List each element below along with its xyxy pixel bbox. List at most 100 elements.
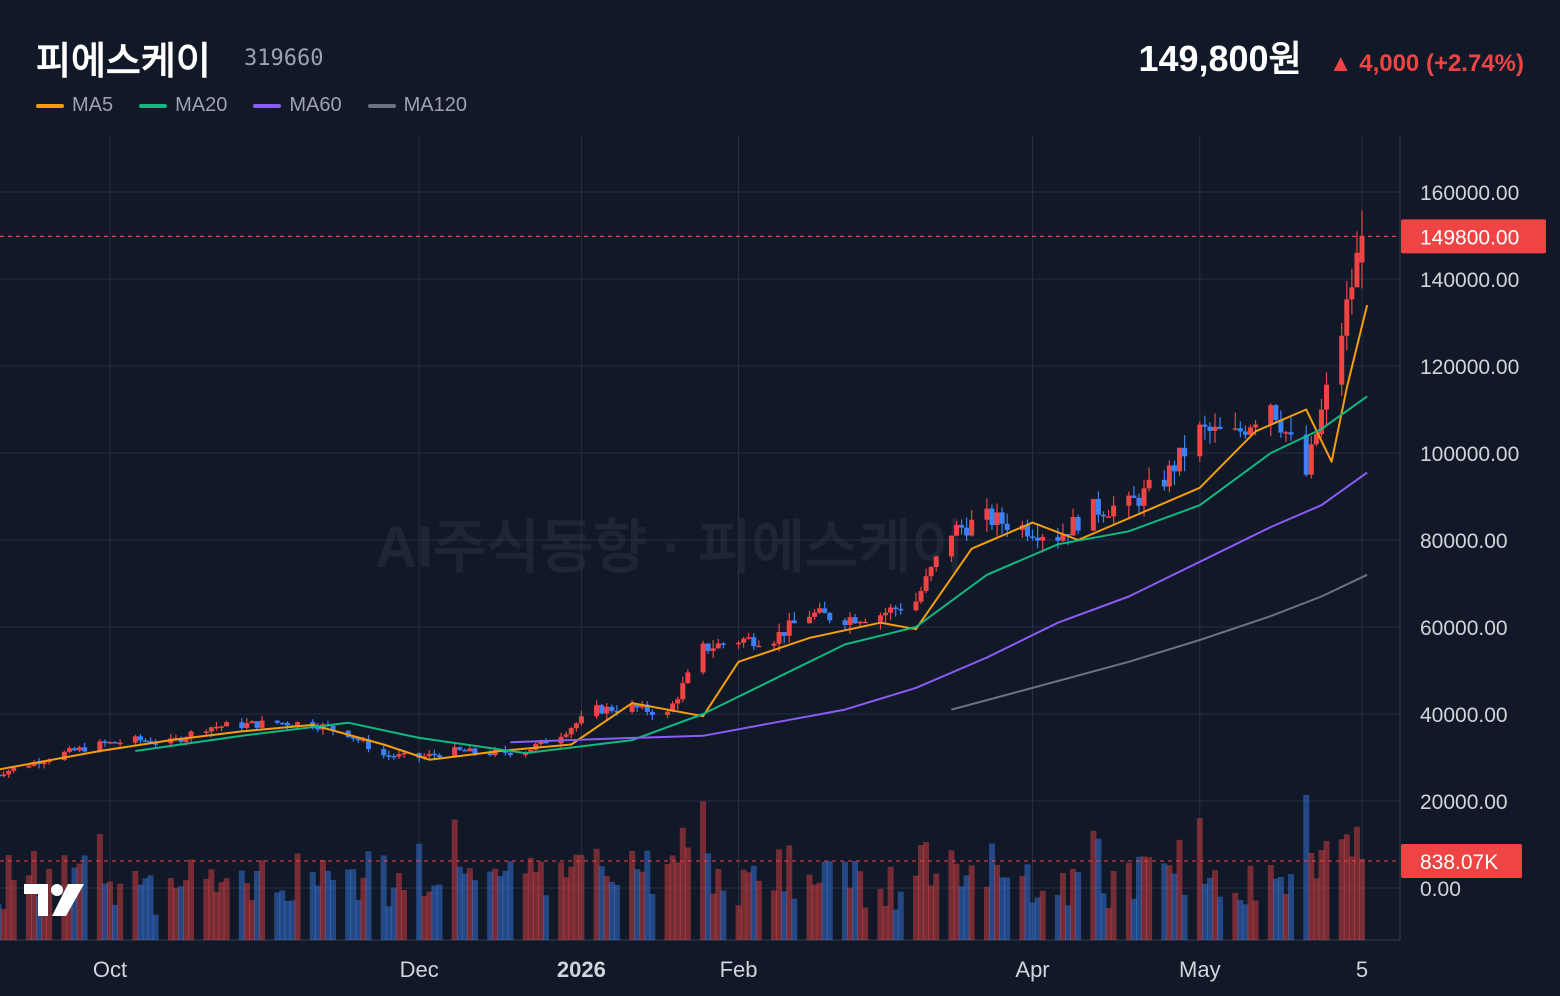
volume-bar	[147, 875, 154, 940]
candle-body	[604, 706, 610, 714]
volume-bar	[289, 900, 296, 940]
volume-bar	[0, 909, 7, 940]
candle-body	[1283, 432, 1289, 434]
candle-body	[918, 591, 924, 602]
candle-body	[923, 576, 929, 592]
y-tick-label: 100000.00	[1420, 443, 1519, 466]
candle-body	[1202, 424, 1208, 427]
candle-body	[26, 765, 32, 768]
volume-bar	[471, 880, 478, 940]
volume-bar	[365, 851, 372, 940]
candle-body	[0, 774, 1, 777]
candle-body	[1212, 426, 1218, 431]
volume-bar	[1272, 878, 1279, 940]
candle-body	[183, 738, 189, 742]
candle-body	[639, 704, 645, 708]
candle-body	[77, 747, 83, 751]
volume-bar	[563, 877, 570, 940]
volume-bar	[999, 877, 1006, 940]
volume-bar	[76, 863, 83, 940]
volume-bar	[5, 855, 12, 940]
legend-item-ma20[interactable]: MA20	[139, 94, 227, 117]
candle-body	[573, 723, 579, 729]
volume-bar	[1004, 877, 1011, 940]
legend-item-ma5[interactable]: MA5	[36, 94, 113, 117]
volume-badge	[1401, 844, 1522, 878]
current-price-badge	[1401, 219, 1546, 254]
volume-bar	[1343, 834, 1350, 940]
volume-bar	[816, 882, 823, 940]
volume-bar	[700, 801, 707, 940]
candle-body	[1141, 488, 1147, 506]
candle-body	[153, 743, 159, 745]
volume-bar	[66, 886, 73, 940]
candle-body	[467, 748, 473, 752]
volume-bar	[294, 853, 301, 940]
volume-bar	[137, 884, 144, 940]
volume-bar	[507, 861, 514, 940]
volume-bar	[968, 865, 975, 940]
volume-bar	[30, 850, 37, 940]
volume-bar	[81, 855, 88, 940]
candle-body	[1324, 384, 1330, 410]
candle-body	[102, 741, 108, 743]
candle-body	[188, 731, 194, 739]
candle-body	[254, 721, 260, 728]
candle-body	[1111, 505, 1117, 517]
y-tick-label: 0.00	[1420, 878, 1461, 901]
volume-bar	[918, 845, 925, 940]
volume-bar	[613, 884, 620, 940]
volume-bar	[1201, 883, 1208, 940]
volume-bar	[684, 847, 691, 940]
volume-bar	[634, 869, 641, 940]
candle-body	[1242, 431, 1248, 435]
y-tick-label: 160000.00	[1420, 182, 1519, 205]
candle-body	[457, 747, 463, 750]
candle-body	[670, 703, 676, 712]
chart-header: 피에스케이 319660 149,800원 ▲ 4,000 (+2.74%)	[36, 28, 1524, 88]
volume-bar	[568, 866, 575, 940]
candle-body	[680, 683, 686, 700]
candle-body	[594, 705, 600, 717]
volume-bar	[1217, 896, 1224, 940]
volume-bar	[522, 873, 529, 940]
y-tick-label: 40000.00	[1420, 704, 1508, 727]
candle-body	[401, 752, 407, 755]
volume-bar	[96, 834, 103, 940]
volume-bar	[573, 854, 580, 940]
volume-bar	[208, 869, 215, 940]
candle-body	[710, 648, 716, 651]
volume-bar	[933, 873, 940, 940]
volume-bar	[1181, 894, 1188, 940]
candle-body	[1090, 498, 1096, 531]
volume-bar	[1308, 852, 1315, 940]
volume-bar	[983, 886, 990, 940]
legend-item-ma60[interactable]: MA60	[253, 94, 342, 117]
volume-bar	[1024, 864, 1031, 940]
legend-item-ma120[interactable]: MA120	[367, 94, 467, 117]
legend-label: MA120	[403, 94, 467, 116]
volume-bar	[152, 914, 159, 940]
candle-body	[1247, 427, 1253, 435]
volume-bar	[0, 904, 2, 940]
stock-name: 피에스케이	[36, 39, 211, 83]
volume-bar	[1267, 864, 1274, 940]
volume-bar	[629, 850, 636, 940]
volume-bar	[1303, 795, 1310, 940]
candle-body	[563, 734, 569, 737]
volume-bar	[887, 866, 894, 940]
legend-swatch	[367, 103, 396, 108]
volume-bar	[928, 885, 935, 940]
volume-bar	[608, 881, 615, 940]
candle-body	[360, 739, 366, 742]
candle-body	[1004, 523, 1010, 530]
volume-bar	[649, 893, 656, 940]
volume-bar	[1029, 902, 1036, 940]
candle-body	[315, 727, 321, 730]
candle-body	[609, 706, 615, 711]
candle-body	[791, 620, 797, 624]
volume-bar	[1110, 870, 1117, 940]
volume-bar	[994, 864, 1001, 940]
candle-body	[274, 720, 280, 723]
